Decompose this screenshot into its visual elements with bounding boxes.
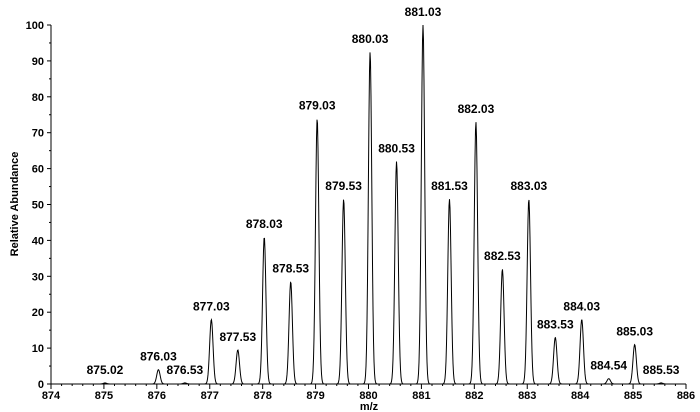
- y-tick-label: 20: [32, 307, 44, 319]
- x-axis-title: m/z: [360, 401, 379, 412]
- peak-label: 875.02: [87, 363, 124, 377]
- y-tick-label: 90: [32, 56, 44, 68]
- x-tick-label: 882: [465, 390, 483, 402]
- x-tick-label: 876: [148, 390, 166, 402]
- peak-label: 881.53: [431, 179, 468, 193]
- x-tick-label: 879: [306, 390, 324, 402]
- x-tick-label: 874: [42, 390, 61, 402]
- peak-label: 878.53: [272, 262, 309, 276]
- y-tick-label: 10: [32, 343, 44, 355]
- peak-label: 876.03: [140, 350, 177, 364]
- y-tick-label: 30: [32, 271, 44, 283]
- peak-label: 883.53: [537, 317, 574, 331]
- peak-label: 877.53: [219, 330, 256, 344]
- peak-label: 883.03: [510, 179, 547, 193]
- y-tick-label: 60: [32, 164, 44, 176]
- y-tick-label: 40: [32, 235, 44, 247]
- y-tick-label: 70: [32, 128, 44, 140]
- y-ticks: 0 10 20 30 40 50 60 70 80 90 100: [26, 20, 51, 391]
- x-tick-label: 885: [624, 390, 642, 402]
- x-tick-label: 878: [253, 390, 271, 402]
- peak-label: 884.54: [590, 359, 627, 373]
- x-tick-label: 880: [359, 390, 377, 402]
- peak-label: 881.03: [405, 5, 442, 19]
- x-tick-label: 883: [518, 390, 536, 402]
- y-tick-label: 80: [32, 92, 44, 104]
- y-axis-title: Relative Abundance: [9, 152, 21, 257]
- peak-label: 876.53: [167, 363, 204, 377]
- x-tick-label: 881: [412, 390, 430, 402]
- peak-label: 885.53: [643, 363, 680, 377]
- peak-label: 877.03: [193, 299, 230, 313]
- peak-label: 882.53: [484, 249, 521, 263]
- peak-label: 879.53: [325, 179, 362, 193]
- peak-label: 882.03: [458, 102, 495, 116]
- x-tick-label: 886: [677, 390, 695, 402]
- peak-label: 885.03: [616, 325, 653, 339]
- x-tick-label: 877: [201, 390, 219, 402]
- y-tick-label: 50: [32, 200, 44, 212]
- spectrum-trace: [51, 24, 686, 385]
- x-tick-label: 884: [571, 390, 590, 402]
- peak-label: 884.03: [563, 299, 600, 313]
- peak-label: 879.03: [299, 98, 336, 112]
- peak-label: 878.03: [246, 217, 283, 231]
- y-tick-label: 100: [26, 20, 44, 32]
- peak-label: 880.03: [352, 32, 389, 46]
- y-tick-label: 0: [38, 379, 44, 391]
- x-tick-label: 875: [95, 390, 113, 402]
- peak-label: 880.53: [378, 141, 415, 155]
- x-ticks: 874 875 876 877 878 879 880 881 882 883 884 885 886: [42, 384, 695, 402]
